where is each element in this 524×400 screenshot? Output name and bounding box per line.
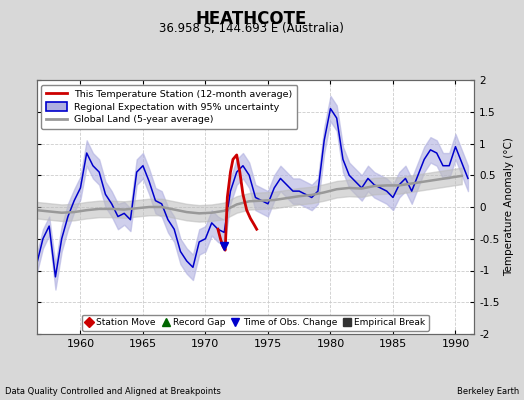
Text: Data Quality Controlled and Aligned at Breakpoints: Data Quality Controlled and Aligned at B… bbox=[5, 387, 221, 396]
Legend: Station Move, Record Gap, Time of Obs. Change, Empirical Break: Station Move, Record Gap, Time of Obs. C… bbox=[82, 314, 429, 331]
Text: Berkeley Earth: Berkeley Earth bbox=[456, 387, 519, 396]
Y-axis label: Temperature Anomaly (°C): Temperature Anomaly (°C) bbox=[504, 138, 514, 276]
Text: HEATHCOTE: HEATHCOTE bbox=[196, 10, 307, 28]
Text: 36.958 S, 144.693 E (Australia): 36.958 S, 144.693 E (Australia) bbox=[159, 22, 344, 35]
